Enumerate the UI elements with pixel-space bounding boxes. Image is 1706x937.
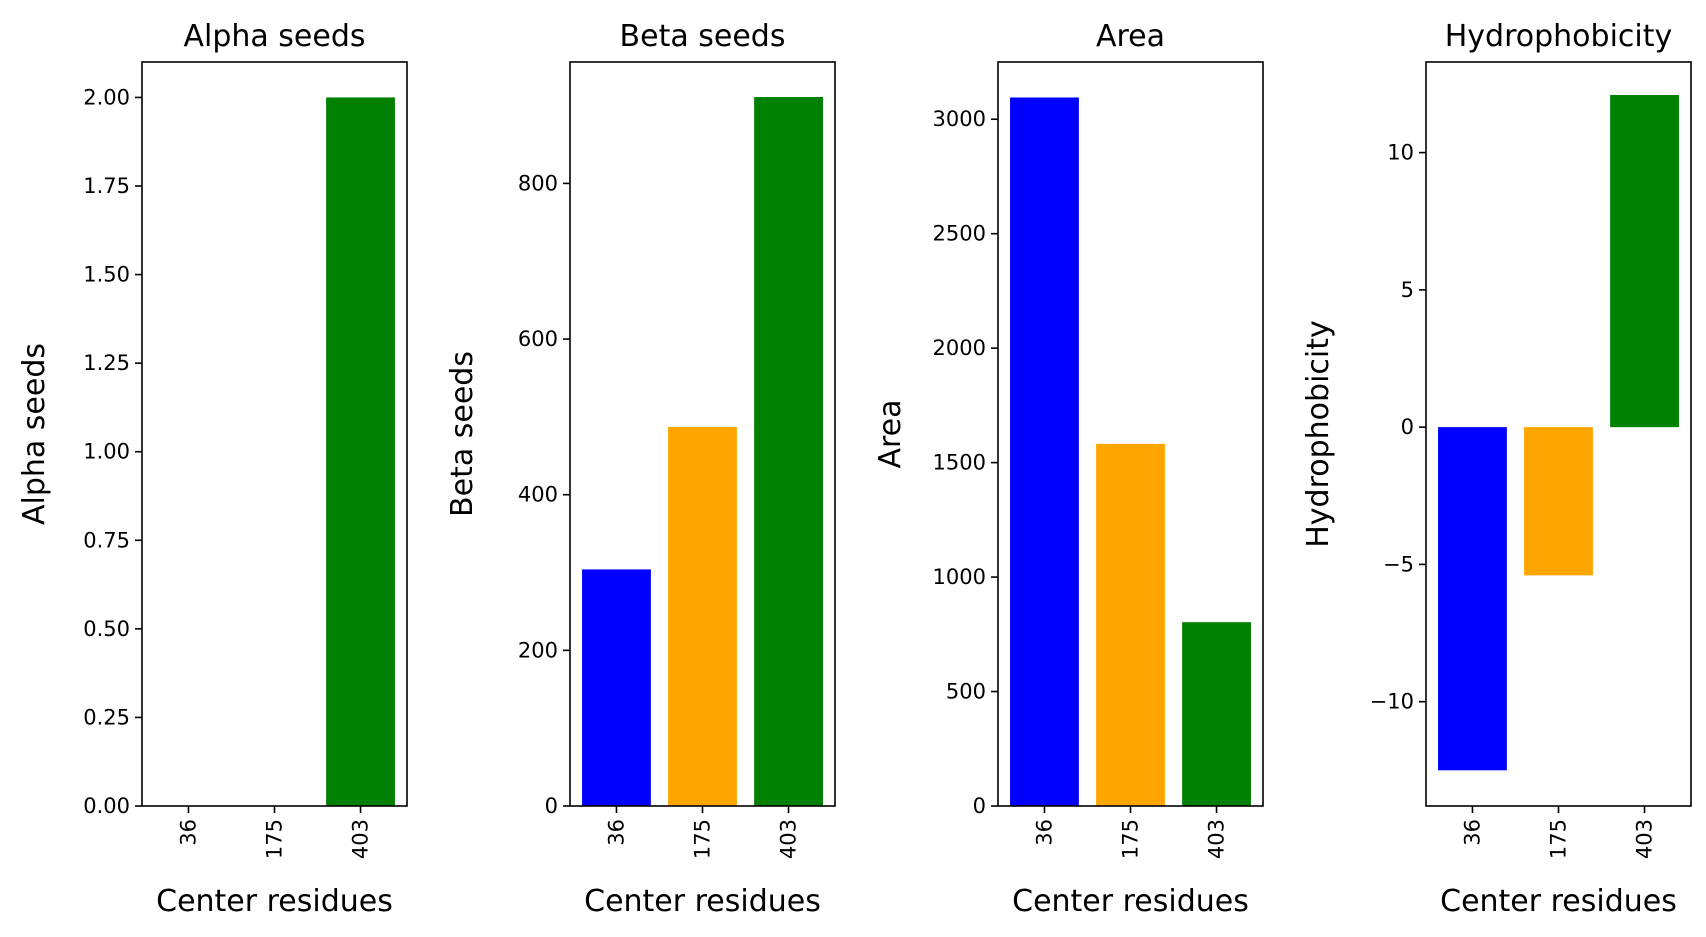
- y-tick-label: 1.25: [83, 351, 130, 375]
- x-tick-label: 175: [1119, 819, 1143, 859]
- y-tick-label: 200: [518, 638, 558, 662]
- y-tick-label: 0: [973, 794, 986, 818]
- y-tick-label: 2500: [933, 222, 986, 246]
- bar-403: [326, 97, 395, 806]
- x-tick-label: 403: [349, 819, 373, 859]
- y-tick-label: −5: [1383, 552, 1414, 576]
- panel-title: Alpha seeds: [183, 19, 365, 54]
- x-tick-label: 403: [777, 819, 801, 859]
- bar-175: [668, 426, 737, 806]
- bar-36: [1438, 427, 1507, 771]
- x-tick-label: 175: [263, 819, 287, 859]
- y-tick-label: 0: [545, 794, 558, 818]
- chart-panel-3: 0 500 1000 1500 2000 2500 3000 36 175 403 Area Cent…: [873, 19, 1264, 919]
- x-tick-label: 175: [1547, 819, 1571, 859]
- y-tick-label: 2000: [933, 336, 986, 360]
- x-tick-label: 175: [691, 819, 715, 859]
- y-tick-label: 0.75: [83, 528, 130, 552]
- panel-title: Beta seeds: [620, 19, 786, 54]
- bar-36: [1010, 97, 1079, 806]
- bar-403: [754, 97, 823, 806]
- bar-175: [1524, 427, 1593, 576]
- y-tick-label: 2.00: [83, 85, 130, 109]
- y-tick-label: −10: [1370, 690, 1414, 714]
- y-tick-label: 1500: [933, 451, 986, 475]
- y-tick-label: 0.00: [83, 794, 130, 818]
- x-axis-title: Center residues: [1012, 884, 1249, 919]
- y-axis-title: Hydrophobicity: [1301, 320, 1336, 548]
- x-tick-label: 36: [1032, 819, 1056, 846]
- y-tick-label: 0: [1401, 415, 1414, 439]
- y-tick-label: 800: [518, 171, 558, 195]
- y-axis-title: Area: [873, 399, 908, 468]
- y-axis-title: Alpha seeds: [17, 343, 52, 525]
- x-tick-label: 403: [1205, 819, 1229, 859]
- y-tick-label: 500: [946, 680, 986, 704]
- y-tick-label: 3000: [933, 107, 986, 131]
- y-tick-label: 1.75: [83, 174, 130, 198]
- x-tick-label: 36: [1460, 819, 1484, 846]
- x-axis-title: Center residues: [1440, 884, 1677, 919]
- chart-panel-4: −10 −5 0 5 10 36 175 403 Hydrophobicity Center re…: [1301, 19, 1692, 919]
- x-tick-label: 36: [604, 819, 628, 846]
- x-tick-label: 403: [1633, 819, 1657, 859]
- y-tick-label: 1.50: [83, 263, 130, 287]
- bar-175: [1096, 443, 1165, 806]
- y-tick-label: 600: [518, 327, 558, 351]
- y-tick-label: 0.50: [83, 617, 130, 641]
- x-axis-title: Center residues: [584, 884, 821, 919]
- panel-title: Hydrophobicity: [1445, 19, 1673, 54]
- x-tick-label: 36: [176, 819, 200, 846]
- y-axis-title: Beta seeds: [445, 351, 480, 517]
- bar-403: [1610, 94, 1679, 428]
- bar-36: [582, 569, 651, 806]
- y-tick-label: 1.00: [83, 440, 130, 464]
- y-tick-label: 10: [1387, 141, 1414, 165]
- panel-title: Area: [1096, 19, 1165, 54]
- y-tick-label: 400: [518, 483, 558, 507]
- chart-panel-2: 0 200 400 600 800 36 175 403 Beta seeds Center re…: [445, 19, 836, 919]
- x-axis-title: Center residues: [156, 884, 393, 919]
- y-tick-label: 5: [1401, 278, 1414, 302]
- bar-403: [1182, 622, 1251, 806]
- y-tick-label: 1000: [933, 565, 986, 589]
- chart-panel-1: 0.00 0.25 0.50 0.75 1.00 1.25 1.50 1.75 2.00 36 17…: [17, 19, 408, 919]
- y-tick-label: 0.25: [83, 705, 130, 729]
